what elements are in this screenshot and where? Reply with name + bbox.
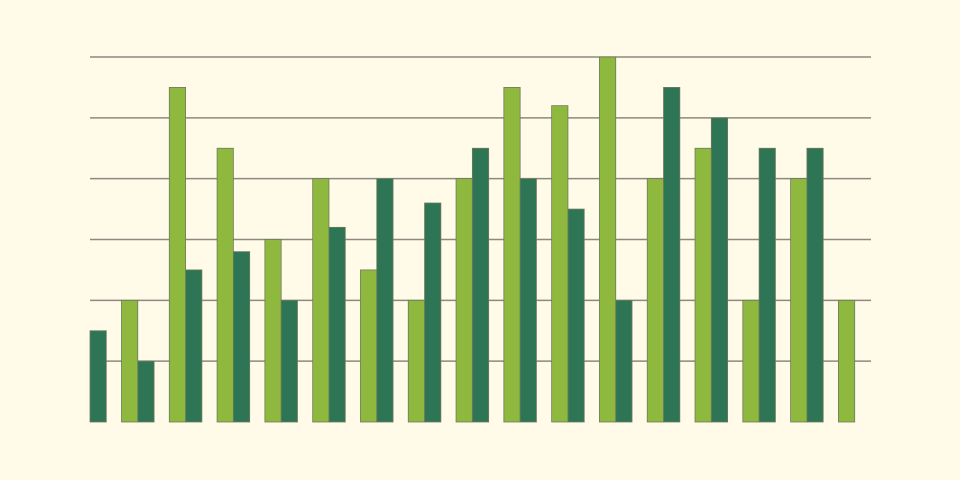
bar [328,226,346,423]
bar [471,147,490,423]
bar [312,178,330,423]
bar [121,299,139,423]
bar [519,178,537,423]
bar [455,178,473,423]
bar [806,147,824,423]
bar [185,269,203,423]
bar [790,178,808,423]
bar [646,178,664,423]
bar [615,299,633,423]
bar [758,147,776,423]
bar [742,299,760,423]
bar [503,87,521,423]
bar [168,87,186,423]
bar [551,105,569,423]
bar [599,56,617,423]
bar [280,299,298,423]
bar [264,239,282,423]
bar [424,202,442,423]
bar [567,208,585,423]
bar [89,330,107,423]
bar [360,269,378,423]
bar [232,251,251,423]
bar [376,178,394,423]
bar [694,147,712,423]
bar [407,299,425,423]
bar [663,87,681,423]
bar [710,117,729,423]
bar [838,299,856,423]
bar [216,147,234,423]
bar [137,360,155,423]
